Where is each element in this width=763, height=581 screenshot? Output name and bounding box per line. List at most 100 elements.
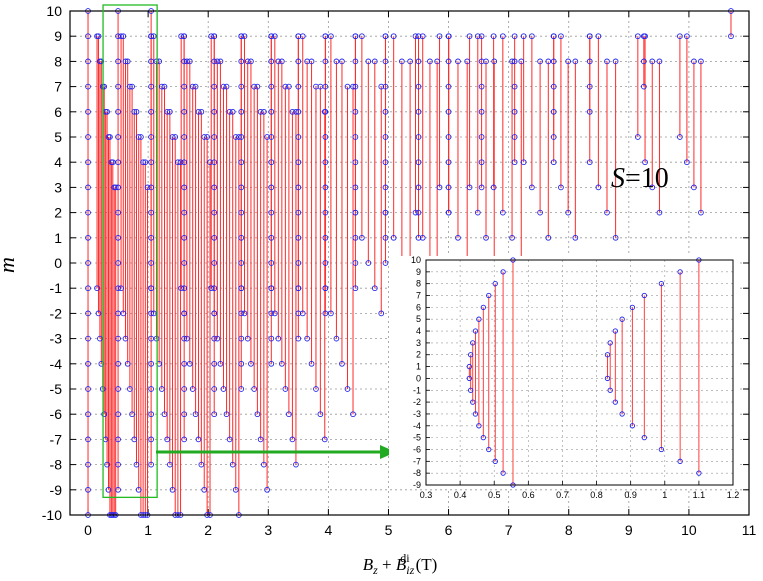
data-point [445,184,452,191]
data-point [390,234,397,241]
data-point [254,411,261,418]
data-point [466,33,473,40]
data-point [217,58,224,65]
data-point [586,58,593,65]
inset-x-tick-label: 0.9 [624,490,637,500]
data-point [115,209,121,216]
y-tick-label: 2 [54,205,62,221]
x-tick-label: 9 [625,522,633,538]
data-point [148,234,154,241]
data-point [115,234,121,241]
main-transition-lines [87,11,732,515]
data-point [586,159,593,166]
data-point [586,83,593,90]
data-point [138,134,144,140]
data-point [85,108,91,115]
data-point [352,33,359,40]
zoom-arrow [156,445,396,459]
data-point [350,83,356,90]
data-point [241,33,248,40]
data-point [642,33,648,40]
data-point [445,33,452,40]
data-point [464,58,471,65]
data-point [232,134,239,140]
data-point [115,360,121,367]
data-point [181,33,187,40]
data-point [148,58,154,65]
inset-frame [425,259,734,486]
data-point [352,209,359,216]
inset-x-tick-label: 0.3 [420,490,433,500]
data-point [415,58,422,65]
inset-data-point [629,304,636,311]
data-point [491,58,498,65]
inset-x-tick-label: 1.1 [693,490,706,500]
data-point [295,83,302,90]
data-point [195,108,202,115]
data-point [181,108,188,115]
data-point [217,360,224,367]
inset-y-tick-labels: -9 -8 -7 -6-5 -4 -3 -2 -1 01 2 3 4 5 67 8 9 10 [411,255,421,490]
inset-y-tick-label: -7 [413,456,421,466]
inset-data-point [641,434,647,441]
data-point [129,411,135,418]
data-point [85,83,91,90]
data-point [322,58,329,65]
data-point [167,461,173,468]
data-point [204,134,210,140]
inset-data-point [492,281,498,287]
data-point [572,234,579,241]
data-point [352,260,359,266]
data-point [257,436,264,443]
inset-y-tick-label: -1 [413,385,421,395]
data-point [211,159,218,166]
data-point [257,108,264,115]
data-point [322,134,329,140]
y-tick-label: -6 [50,406,63,422]
inset-y-tick-label: 9 [416,267,421,277]
data-point [407,58,413,65]
data-point [565,209,571,216]
data-point [271,310,278,317]
data-point [85,436,91,443]
data-point [684,33,690,40]
data-point [474,209,481,216]
data-point [223,411,230,418]
data-point [289,436,296,443]
data-point [85,360,91,367]
data-point [333,58,340,65]
data-point [499,209,506,216]
y-tick-label: -9 [50,482,63,498]
inset-plot: 0.3 0.4 0.5 0.6 0.7 0.8 0.9 1 1.1 1.2 -9-8-7-6-5-… [389,255,739,500]
data-point [115,58,121,65]
data-point [85,33,91,40]
data-point [304,335,310,342]
data-point [238,184,245,191]
inset-data-point [629,423,636,429]
data-point [466,184,473,191]
data-point [382,134,389,140]
data-point [105,486,112,493]
data-point [268,285,275,292]
inset-data-point [472,411,479,417]
data-point [172,134,179,140]
data-point [181,386,188,392]
data-point [254,83,261,90]
data-point [122,335,129,342]
data-point [148,83,154,90]
data-point [238,209,245,216]
data-point [378,83,385,90]
data-point [226,436,233,443]
data-point [295,58,302,65]
data-point [691,184,697,191]
data-point [241,310,248,317]
inset-data-point [466,375,472,382]
data-point [220,83,227,90]
data-point [478,184,485,191]
data-point [279,58,285,65]
data-point [181,411,188,418]
data-point [436,33,443,40]
data-point [271,33,278,40]
data-point [211,285,218,292]
